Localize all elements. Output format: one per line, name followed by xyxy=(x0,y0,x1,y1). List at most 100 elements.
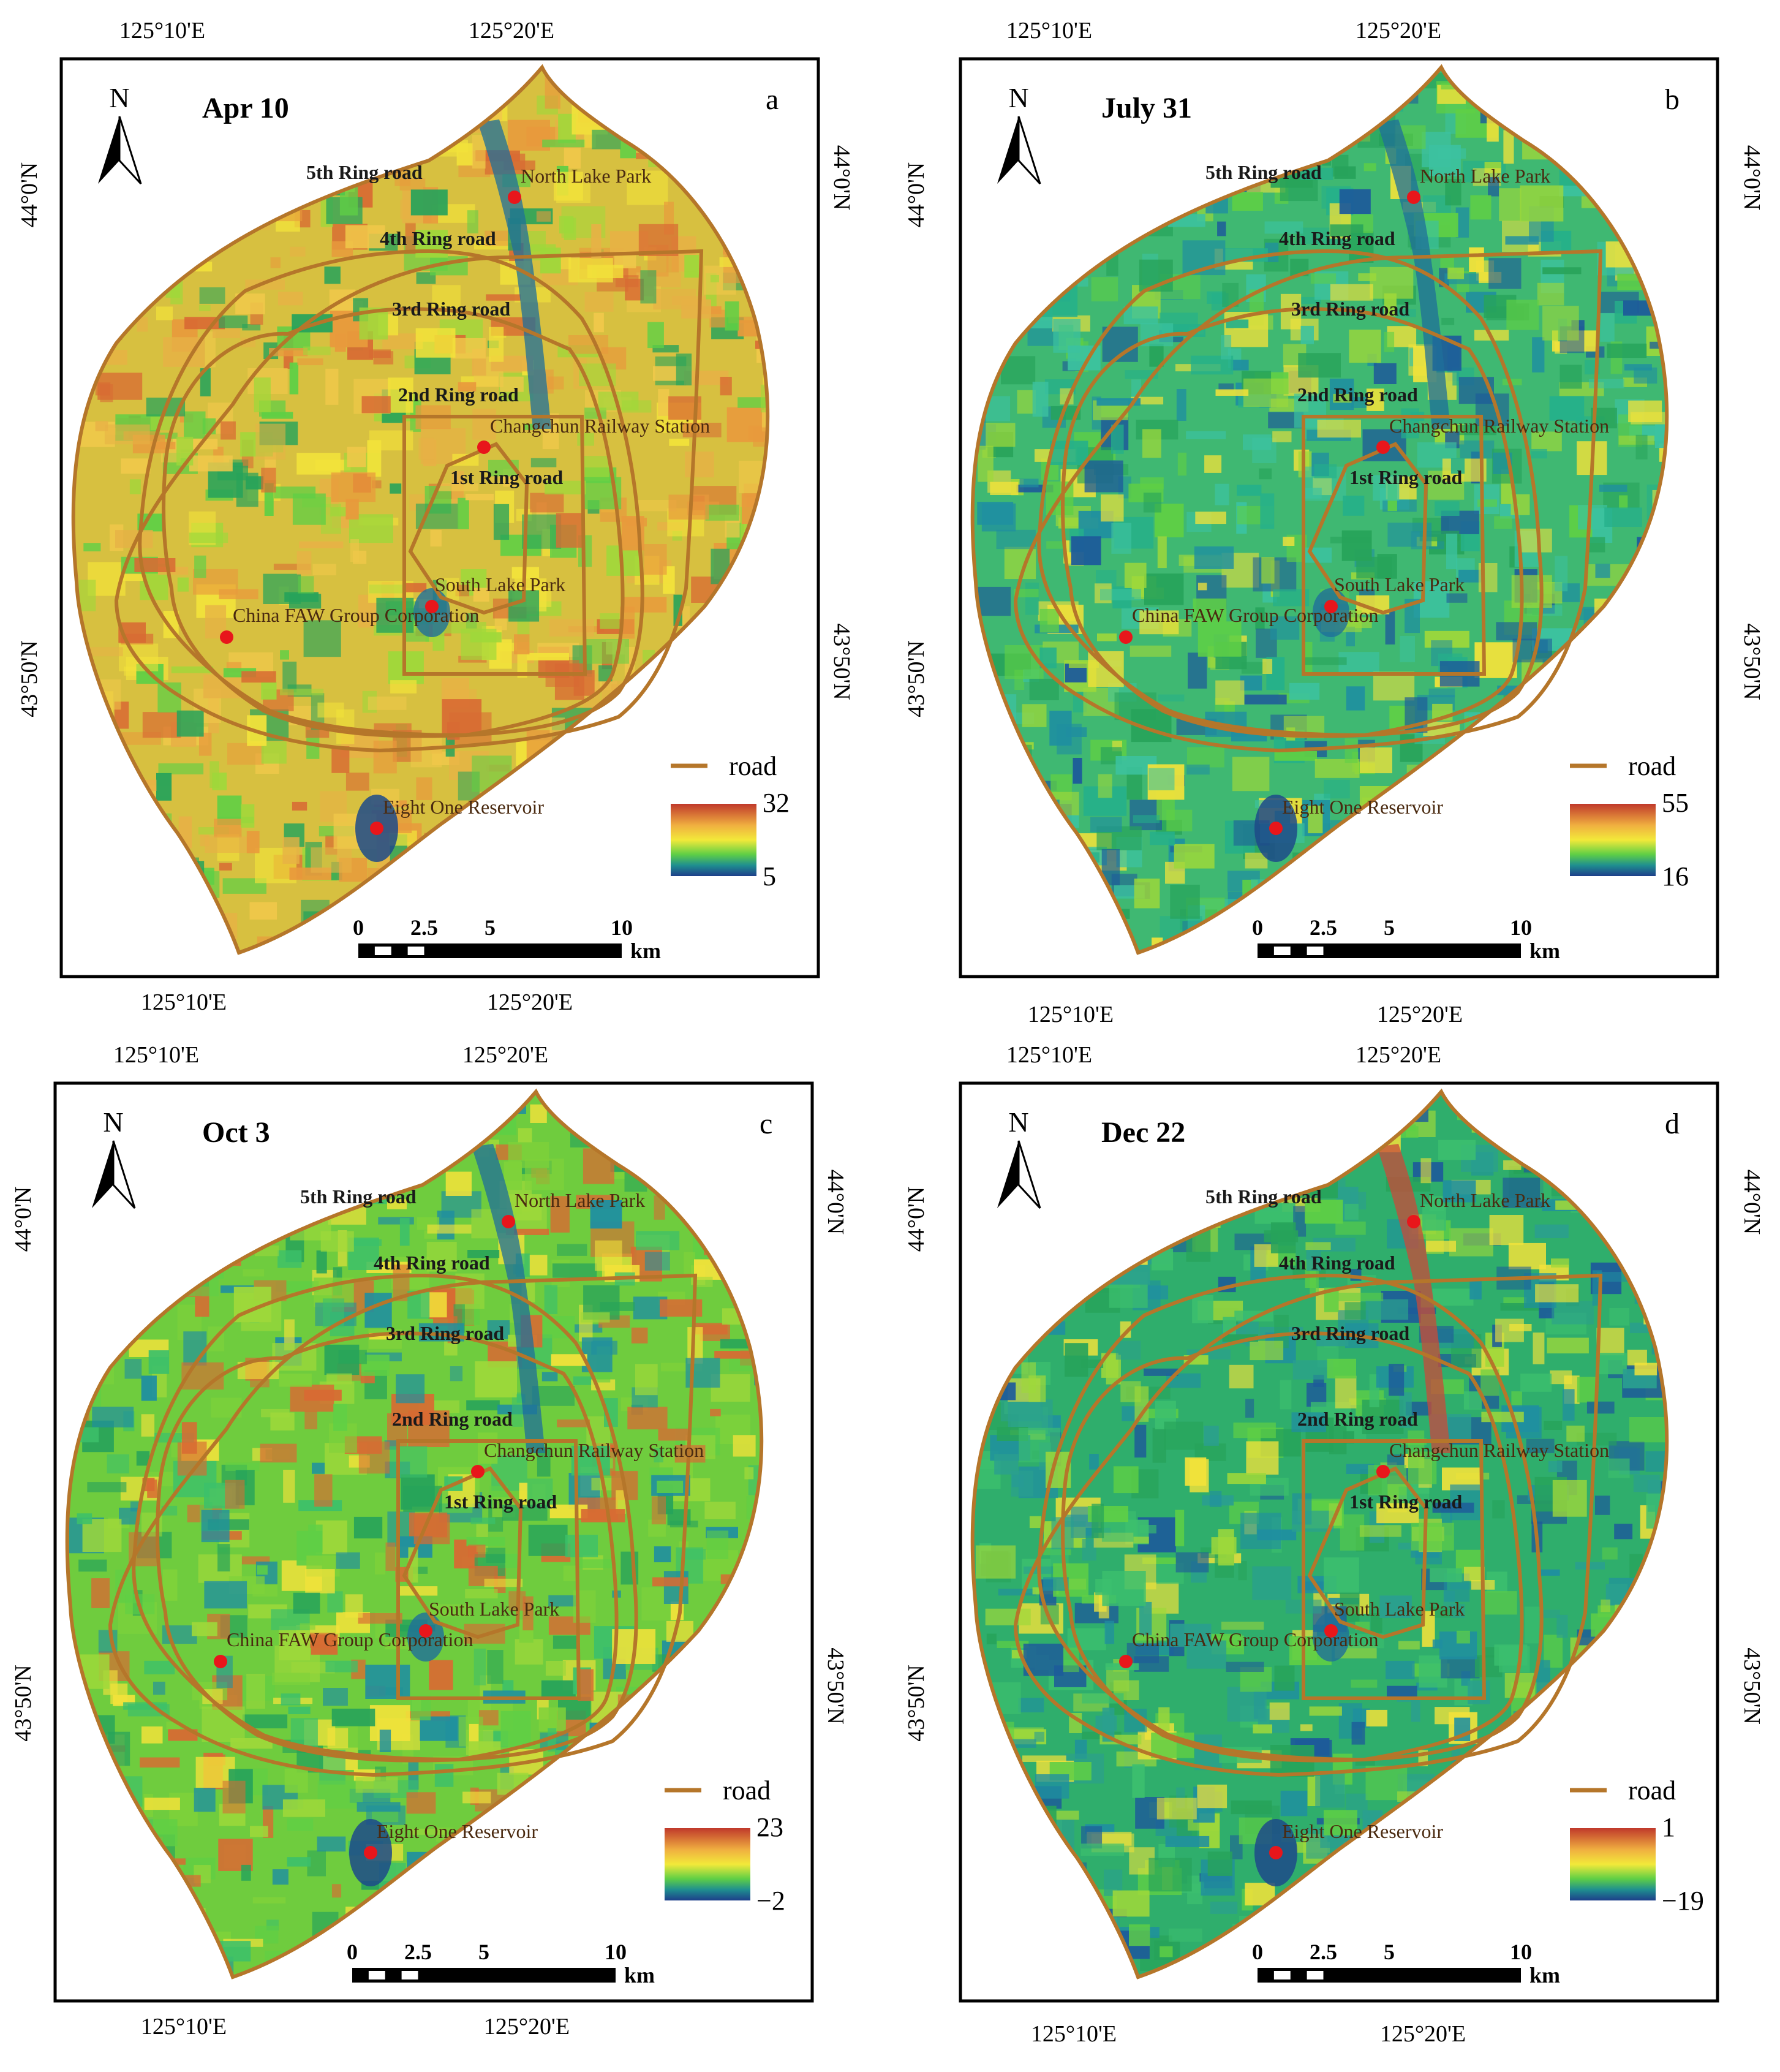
ring-road-line xyxy=(1037,249,1544,738)
place-label: Eight One Reservoir xyxy=(377,1820,538,1842)
ring-road-line xyxy=(1302,1439,1487,1700)
place-label: China FAW Group Corporation xyxy=(233,604,479,626)
place-marker-icon xyxy=(1407,1215,1420,1228)
scale-tick-label: 2.5 xyxy=(410,915,438,940)
panel-letter: c xyxy=(760,1108,772,1140)
lat-label-left-top: 44°0'N xyxy=(17,162,42,228)
scale-tick-label: 5 xyxy=(1384,1940,1395,1964)
place-marker-icon xyxy=(419,1624,432,1638)
ring-road-label: 2nd Ring road xyxy=(392,1408,513,1430)
scale-tick-label: 5 xyxy=(1384,915,1395,940)
legend-color-ramp xyxy=(671,804,756,876)
legend-min-value: −2 xyxy=(756,1886,785,1916)
place-label: North Lake Park xyxy=(1420,165,1550,187)
scale-tick-label: 0 xyxy=(353,915,364,940)
ring-road-label: 3rd Ring road xyxy=(1291,298,1409,320)
lat-label-right-bottom: 43°50'N xyxy=(823,1647,848,1725)
scale-tick-label: 0 xyxy=(347,1940,358,1964)
place-marker-icon xyxy=(471,1465,485,1478)
scale-tick-label: 10 xyxy=(611,915,633,940)
lon-label-bottom-left: 125°10'E xyxy=(1028,1002,1114,1027)
place-label: Eight One Reservoir xyxy=(1282,796,1443,818)
place-marker-icon xyxy=(364,1846,377,1859)
place-label: Changchun Railway Station xyxy=(1389,415,1609,437)
ring-road-line xyxy=(114,249,704,753)
place-label: Changchun Railway Station xyxy=(1389,1439,1609,1461)
lon-label-top-left: 125°10'E xyxy=(1006,18,1092,43)
lat-label-left-bottom: 43°50'N xyxy=(17,640,42,717)
scale-unit-label: km xyxy=(1529,939,1560,963)
ring-road-line xyxy=(402,415,587,676)
lat-label-left-top: 44°0'N xyxy=(903,162,929,228)
legend-road-label: road xyxy=(729,751,777,781)
map-overlay: N 5th Ring road 4th Ring road 3rd Ring road… xyxy=(997,82,1689,963)
ring-road-label: 2nd Ring road xyxy=(1297,1408,1418,1430)
legend-road-label: road xyxy=(1628,751,1676,781)
north-label: N xyxy=(1008,82,1028,113)
place-marker-icon xyxy=(1324,1624,1338,1638)
lon-label-top-left: 125°10'E xyxy=(119,18,205,43)
place-label: North Lake Park xyxy=(521,165,651,187)
place-label: South Lake Park xyxy=(435,573,565,596)
panel-letter: a xyxy=(766,83,779,116)
ring-road-line xyxy=(1037,1273,1544,1762)
city-boundary xyxy=(970,64,1669,955)
legend-min-value: 16 xyxy=(1662,861,1689,891)
legend-max-value: 1 xyxy=(1662,1812,1675,1842)
panel-date: Dec 22 xyxy=(1101,1116,1185,1149)
place-label: Changchun Railway Station xyxy=(484,1439,704,1461)
lon-label-top-left: 125°10'E xyxy=(113,1042,199,1068)
lat-label-right-top: 44°0'N xyxy=(823,1170,848,1235)
lat-label-left-top: 44°0'N xyxy=(903,1187,929,1252)
panel-b: 125°10'E 125°20'E 125°10'E 125°20'E 44°0… xyxy=(903,18,1765,1027)
ring-road-line xyxy=(108,1273,698,1777)
place-marker-icon xyxy=(220,630,233,644)
lon-label-bottom-right: 125°20'E xyxy=(484,2014,570,2040)
legend-road-label: road xyxy=(723,1775,771,1805)
ring-road-line xyxy=(1307,1466,1428,1639)
ring-road-label: 1st Ring road xyxy=(444,1491,557,1513)
ring-road-label: 5th Ring road xyxy=(1205,1185,1322,1208)
scale-unit-label: km xyxy=(624,1963,655,1987)
lon-label-bottom-right: 125°20'E xyxy=(1380,2021,1466,2047)
lat-label-right-bottom: 43°50'N xyxy=(829,623,854,700)
panel-c: 125°10'E 125°20'E 125°10'E 125°20'E 44°0… xyxy=(10,1042,848,2040)
map-overlay: N 5th Ring road 4th Ring road 3rd Ring road… xyxy=(997,1106,1704,1987)
ring-road-label: 4th Ring road xyxy=(1279,1252,1395,1274)
ring-road-label: 3rd Ring road xyxy=(386,1322,504,1344)
scale-tick-label: 2.5 xyxy=(1310,1940,1337,1964)
map-overlay: N 5th Ring road 4th Ring road 3rd Ring road… xyxy=(98,82,790,963)
legend: road 32 5 xyxy=(671,751,790,891)
legend: road 23 −2 xyxy=(665,1775,785,1916)
legend: road 55 16 xyxy=(1570,751,1689,891)
ring-road-line xyxy=(1013,1273,1603,1777)
lat-label-left-bottom: 43°50'N xyxy=(903,1665,929,1742)
panel-letter: d xyxy=(1665,1108,1680,1140)
city-boundary xyxy=(970,1088,1669,1979)
ring-road-label: 1st Ring road xyxy=(450,466,564,488)
place-marker-icon xyxy=(1119,1655,1133,1668)
place-label: China FAW Group Corporation xyxy=(227,1628,473,1650)
legend: road 1 −19 xyxy=(1570,1775,1704,1916)
place-label: North Lake Park xyxy=(515,1189,645,1211)
lon-label-bottom-right: 125°20'E xyxy=(1377,1002,1463,1027)
north-arrow-icon: N xyxy=(98,82,142,185)
scale-tick-label: 2.5 xyxy=(1310,915,1337,940)
city-boundary xyxy=(71,64,770,955)
place-marker-icon xyxy=(1269,822,1283,835)
place-marker-icon xyxy=(1269,1846,1283,1859)
ring-road-line xyxy=(1302,415,1487,676)
scale-tick-label: 10 xyxy=(1510,915,1532,940)
north-label: N xyxy=(103,1106,123,1138)
ring-road-line xyxy=(1307,442,1428,615)
lon-label-bottom-left: 125°10'E xyxy=(141,989,227,1015)
scale-tick-label: 0 xyxy=(1252,915,1263,940)
lat-label-right-bottom: 43°50'N xyxy=(1739,623,1765,700)
ring-road-line xyxy=(138,249,644,738)
north-label: N xyxy=(109,82,129,113)
ring-road-label: 1st Ring road xyxy=(1349,466,1463,488)
lat-label-right-top: 44°0'N xyxy=(1739,1170,1765,1235)
scale-tick-label: 10 xyxy=(605,1940,627,1964)
place-label: South Lake Park xyxy=(1334,1598,1465,1620)
